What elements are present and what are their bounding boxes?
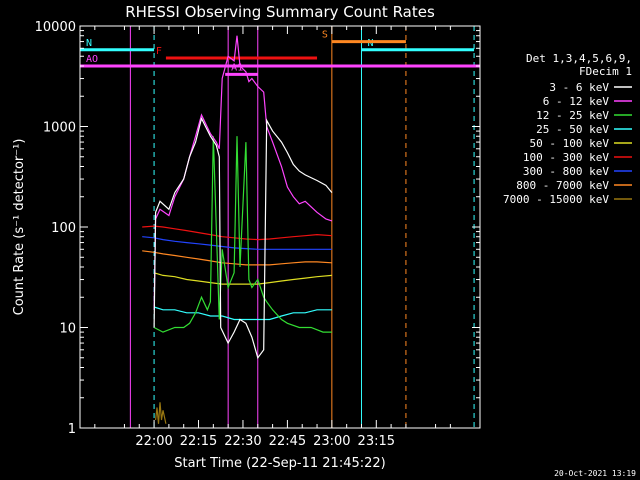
- y-tick-label-0: 1: [68, 422, 76, 437]
- x-tick-label-1: 22:15: [180, 434, 217, 449]
- series-line-3: [153, 306, 332, 321]
- series-line-0: [153, 116, 333, 360]
- series-line-7: [142, 250, 332, 266]
- state-label-a1-5: A1: [231, 62, 243, 73]
- x-tick-label-4: 23:00: [313, 434, 350, 449]
- x-tick-label-3: 22:45: [269, 434, 306, 449]
- series-line-5: [142, 225, 332, 241]
- state-label-n-0: N: [86, 38, 92, 49]
- y-tick-label-2: 100: [51, 221, 76, 236]
- y-tick-label-4: 10000: [35, 20, 76, 35]
- chart-title: RHESSI Observing Summary Count Rates: [125, 3, 435, 21]
- state-label-n-1: N: [367, 38, 373, 49]
- x-tick-label-5: 23:15: [358, 434, 395, 449]
- state-label-s-3: S: [322, 30, 328, 41]
- y-axis-label: Count Rate (s⁻¹ detector⁻¹): [12, 139, 27, 316]
- series-line-1: [153, 35, 333, 310]
- legend-label-6: 300 - 800 keV: [523, 165, 609, 178]
- legend-label-5: 100 - 300 keV: [523, 151, 609, 164]
- legend-header-1: FDecim 1: [579, 65, 632, 78]
- series-line-2: [153, 136, 332, 333]
- y-tick-label-1: 10: [59, 322, 76, 337]
- footer-date: 20-Oct-2021 13:19: [554, 469, 636, 478]
- legend-label-4: 50 - 100 keV: [530, 137, 610, 150]
- legend-label-3: 25 - 50 keV: [536, 123, 609, 136]
- x-tick-label-0: 22:00: [135, 434, 172, 449]
- legend-label-7: 800 - 7000 keV: [516, 179, 609, 192]
- legend-header-0: Det 1,3,4,5,6,9,: [526, 52, 632, 65]
- x-axis-label: Start Time (22-Sep-11 21:45:22): [174, 456, 385, 471]
- plot-content: N N F S AO A1: [79, 26, 480, 428]
- legend-label-2: 12 - 25 keV: [536, 109, 609, 122]
- plot-frame: [79, 25, 481, 429]
- state-label-ao-4: AO: [86, 54, 98, 65]
- state-label-f-2: F: [156, 46, 162, 57]
- series-line-4: [153, 272, 332, 285]
- x-tick-label-2: 22:30: [224, 434, 261, 449]
- series-line-8: [155, 402, 167, 424]
- axes: 22:00 22:15 22:30 22:45 23:00 23:15 1 10 100 1000…: [35, 20, 480, 449]
- y-tick-label-3: 1000: [43, 121, 76, 136]
- legend-label-8: 7000 - 15000 keV: [503, 193, 609, 206]
- legend-label-1: 6 - 12 keV: [543, 95, 610, 108]
- legend-label-0: 3 - 6 keV: [549, 81, 609, 94]
